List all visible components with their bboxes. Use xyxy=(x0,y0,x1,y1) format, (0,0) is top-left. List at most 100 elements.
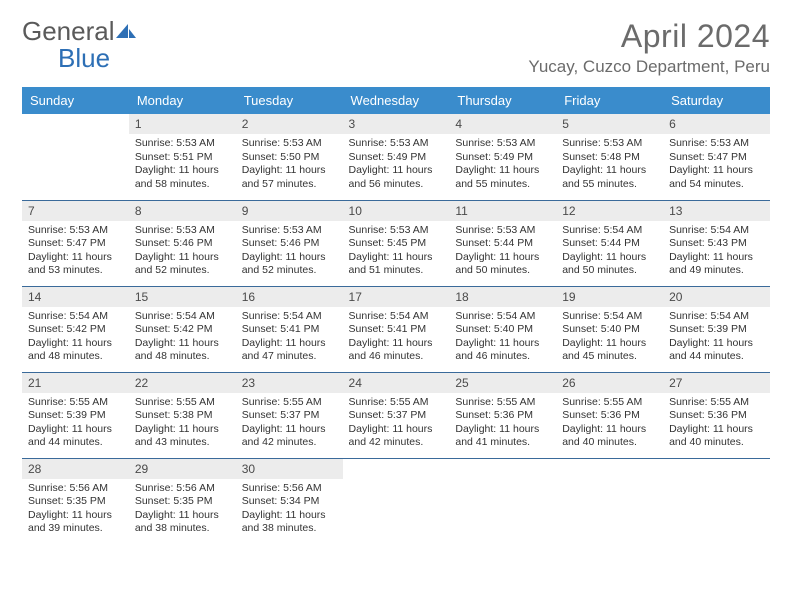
calendar-cell: 30Sunrise: 5:56 AMSunset: 5:34 PMDayligh… xyxy=(236,458,343,544)
calendar-row: 28Sunrise: 5:56 AMSunset: 5:35 PMDayligh… xyxy=(22,458,770,544)
sunrise-value: 5:55 AM xyxy=(711,396,750,408)
daylight-line: Daylight: 11 hours and 57 minutes. xyxy=(242,164,337,191)
calendar-cell: 21Sunrise: 5:55 AMSunset: 5:39 PMDayligh… xyxy=(22,372,129,458)
daylight-line: Daylight: 11 hours and 52 minutes. xyxy=(135,251,230,278)
sunset-label: Sunset: xyxy=(562,323,598,335)
daylight-line: Daylight: 11 hours and 48 minutes. xyxy=(28,337,123,364)
sunrise-label: Sunrise: xyxy=(349,224,388,236)
sunrise-value: 5:54 AM xyxy=(711,224,750,236)
daylight-line: Daylight: 11 hours and 52 minutes. xyxy=(242,251,337,278)
day-content: Sunrise: 5:53 AMSunset: 5:44 PMDaylight:… xyxy=(449,221,556,284)
daylight-line: Daylight: 11 hours and 44 minutes. xyxy=(28,423,123,450)
weekday-header: Wednesday xyxy=(343,87,450,114)
sunset-value: 5:42 PM xyxy=(173,323,212,335)
sunset-line: Sunset: 5:40 PM xyxy=(455,323,550,337)
sunset-label: Sunset: xyxy=(455,409,491,421)
sunrise-label: Sunrise: xyxy=(562,224,601,236)
calendar-cell: 25Sunrise: 5:55 AMSunset: 5:36 PMDayligh… xyxy=(449,372,556,458)
daylight-label: Daylight: xyxy=(349,164,390,176)
sunset-value: 5:47 PM xyxy=(67,237,106,249)
sunset-value: 5:40 PM xyxy=(601,323,640,335)
calendar-cell: 29Sunrise: 5:56 AMSunset: 5:35 PMDayligh… xyxy=(129,458,236,544)
day-content: Sunrise: 5:53 AMSunset: 5:47 PMDaylight:… xyxy=(22,221,129,284)
sunset-label: Sunset: xyxy=(562,237,598,249)
daylight-line: Daylight: 11 hours and 38 minutes. xyxy=(242,509,337,536)
day-number: 14 xyxy=(22,287,129,307)
sunrise-value: 5:54 AM xyxy=(69,310,108,322)
header: General Blue April 2024 Yucay, Cuzco Dep… xyxy=(22,18,770,77)
sunset-value: 5:39 PM xyxy=(708,323,747,335)
day-number: 8 xyxy=(129,201,236,221)
sunrise-line: Sunrise: 5:55 AM xyxy=(242,396,337,410)
sunrise-line: Sunrise: 5:53 AM xyxy=(349,224,444,238)
sunset-label: Sunset: xyxy=(242,151,278,163)
sunset-label: Sunset: xyxy=(28,409,64,421)
sunrise-value: 5:54 AM xyxy=(604,310,643,322)
sunrise-line: Sunrise: 5:53 AM xyxy=(455,137,550,151)
logo-main: General xyxy=(22,16,115,46)
calendar-cell-empty xyxy=(343,458,450,544)
sunset-label: Sunset: xyxy=(349,409,385,421)
day-number: 5 xyxy=(556,114,663,134)
sunset-value: 5:37 PM xyxy=(387,409,426,421)
daylight-label: Daylight: xyxy=(349,423,390,435)
sunrise-line: Sunrise: 5:54 AM xyxy=(455,310,550,324)
sunset-label: Sunset: xyxy=(455,151,491,163)
daylight-line: Daylight: 11 hours and 43 minutes. xyxy=(135,423,230,450)
sunrise-line: Sunrise: 5:55 AM xyxy=(135,396,230,410)
sunrise-label: Sunrise: xyxy=(562,396,601,408)
sunrise-label: Sunrise: xyxy=(242,482,281,494)
calendar-cell: 27Sunrise: 5:55 AMSunset: 5:36 PMDayligh… xyxy=(663,372,770,458)
sunrise-value: 5:53 AM xyxy=(711,137,750,149)
sunset-value: 5:44 PM xyxy=(494,237,533,249)
weekday-header: Saturday xyxy=(663,87,770,114)
sunset-label: Sunset: xyxy=(669,323,705,335)
sunrise-label: Sunrise: xyxy=(669,310,708,322)
sunrise-line: Sunrise: 5:53 AM xyxy=(455,224,550,238)
day-number: 1 xyxy=(129,114,236,134)
sunset-label: Sunset: xyxy=(135,151,171,163)
day-content: Sunrise: 5:54 AMSunset: 5:43 PMDaylight:… xyxy=(663,221,770,284)
sunset-label: Sunset: xyxy=(135,323,171,335)
calendar-cell: 9Sunrise: 5:53 AMSunset: 5:46 PMDaylight… xyxy=(236,200,343,286)
sunset-label: Sunset: xyxy=(669,409,705,421)
calendar-row: 14 Sunrise: 5:54 AM Sunset: 5:42 PM Dayligh… xyxy=(22,286,770,372)
sunset-label: Sunset: xyxy=(562,151,598,163)
sunrise-value: 5:55 AM xyxy=(604,396,643,408)
sunrise-label: Sunrise: xyxy=(562,310,601,322)
calendar-cell: 18Sunrise: 5:54 AMSunset: 5:40 PMDayligh… xyxy=(449,286,556,372)
sunrise-line: Sunrise: 5:53 AM xyxy=(135,224,230,238)
sunset-value: 5:49 PM xyxy=(494,151,533,163)
sunrise-value: 5:53 AM xyxy=(497,137,536,149)
sunrise-label: Sunrise: xyxy=(28,482,67,494)
calendar-cell: 5Sunrise: 5:53 AMSunset: 5:48 PMDaylight… xyxy=(556,114,663,200)
sunset-line: Sunset: 5:36 PM xyxy=(455,409,550,423)
sunset-value: 5:36 PM xyxy=(601,409,640,421)
sunrise-value: 5:54 AM xyxy=(176,310,215,322)
daylight-line: Daylight: 11 hours and 39 minutes. xyxy=(28,509,123,536)
day-number: 20 xyxy=(663,287,770,307)
sunrise-label: Sunrise: xyxy=(135,224,174,236)
sunrise-line: Sunrise: 5:55 AM xyxy=(669,396,764,410)
sunrise-value: 5:55 AM xyxy=(176,396,215,408)
sunset-line: Sunset: 5:40 PM xyxy=(562,323,657,337)
sunset-line: Sunset: 5:51 PM xyxy=(135,151,230,165)
day-content: Sunrise: 5:56 AMSunset: 5:35 PMDaylight:… xyxy=(129,479,236,542)
daylight-label: Daylight: xyxy=(349,251,390,263)
daylight-label: Daylight: xyxy=(455,423,496,435)
daylight-label: Daylight: xyxy=(135,423,176,435)
daylight-line: Daylight: 11 hours and 40 minutes. xyxy=(562,423,657,450)
logo: General Blue xyxy=(22,18,137,73)
daylight-label: Daylight: xyxy=(562,337,603,349)
day-content: Sunrise: 5:53 AMSunset: 5:49 PMDaylight:… xyxy=(449,134,556,197)
day-content: Sunrise: 5:55 AMSunset: 5:38 PMDaylight:… xyxy=(129,393,236,456)
sunset-line: Sunset: 5:39 PM xyxy=(669,323,764,337)
day-number: 4 xyxy=(449,114,556,134)
sunrise-line: Sunrise: 5:54 AM xyxy=(669,224,764,238)
daylight-label: Daylight: xyxy=(135,164,176,176)
daylight-label: Daylight: xyxy=(242,423,283,435)
sunrise-label: Sunrise: xyxy=(28,310,67,322)
day-number: 25 xyxy=(449,373,556,393)
sunrise-value: 5:53 AM xyxy=(390,224,429,236)
sunrise-line: Sunrise: 5:54 AM xyxy=(28,310,123,324)
